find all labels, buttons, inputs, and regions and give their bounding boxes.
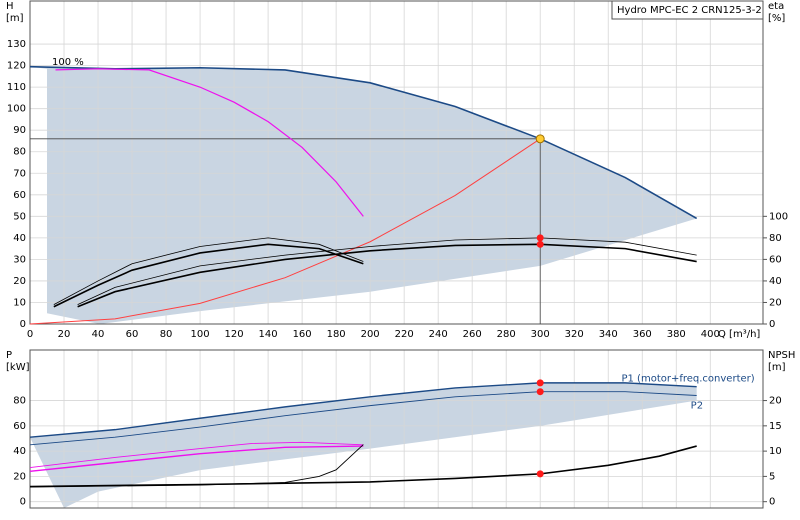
y-tick-label: 90 (13, 125, 26, 136)
x-tick-label: 200 (361, 329, 380, 340)
y2-tick-label: 5 (769, 471, 775, 482)
duty-point (535, 134, 545, 144)
x-tick-label: 340 (599, 329, 618, 340)
y2-tick-label: 20 (769, 396, 782, 407)
curve (53, 243, 364, 308)
y2-tick-label: 40 (769, 276, 782, 287)
plot-frame (29, 0, 764, 325)
x-tick-label: 220 (395, 329, 414, 340)
curve (29, 138, 541, 325)
curve (29, 444, 364, 488)
x-tick-label: 380 (667, 329, 686, 340)
y2-tick-label: 20 (769, 297, 782, 308)
y-tick-label: 20 (13, 276, 26, 287)
y-tick-label: 40 (13, 446, 26, 457)
x-tick-label: 280 (497, 329, 516, 340)
y-tick-label: 60 (13, 421, 26, 432)
plot-frame (29, 349, 764, 509)
y-axis-label: [m] (6, 13, 24, 24)
y2-axis-label: [m] (768, 362, 786, 373)
y-axis-label: H (6, 1, 14, 12)
y-tick-label: 110 (7, 82, 26, 93)
x-tick-label: 260 (463, 329, 482, 340)
y-tick-label: 130 (7, 39, 26, 50)
y-axis-label: P (6, 350, 12, 361)
x-tick-label: 180 (327, 329, 346, 340)
y-tick-label: 0 (20, 497, 26, 508)
operating-range (30, 66, 697, 324)
x-tick-label: 40 (92, 329, 105, 340)
curve (29, 65, 698, 220)
point (536, 240, 544, 248)
x-tick-label: 160 (293, 329, 312, 340)
x-axis-label: Q [m³/h] (718, 329, 760, 340)
curve (55, 68, 364, 217)
curve-label: P1 (motor+freq.converter) (621, 374, 754, 385)
y2-tick-label: 15 (769, 421, 782, 432)
y2-tick-label: 10 (769, 446, 782, 457)
y2-tick-label: 0 (769, 497, 775, 508)
curve (77, 243, 697, 308)
x-tick-label: 60 (126, 329, 139, 340)
x-tick-label: 80 (160, 329, 173, 340)
y-tick-label: 0 (20, 319, 26, 330)
y2-tick-label: 100 (769, 211, 788, 222)
y2-axis-label: [%] (768, 13, 785, 24)
y-tick-label: 10 (13, 297, 26, 308)
operating-range (30, 382, 697, 508)
y2-axis-label: NPSH (768, 350, 795, 361)
y-tick-label: 100 (7, 104, 26, 115)
y-tick-label: 30 (13, 254, 26, 265)
y2-tick-label: 80 (769, 233, 782, 244)
curve (29, 445, 364, 473)
curve (29, 441, 364, 468)
chart-title: Hydro MPC-EC 2 CRN125-3-2 (617, 5, 762, 16)
curve (29, 382, 697, 438)
y-tick-label: 80 (13, 147, 26, 158)
y-tick-label: 40 (13, 233, 26, 244)
curve (53, 237, 364, 305)
y-tick-label: 80 (13, 396, 26, 407)
x-tick-label: 400 (701, 329, 720, 340)
y2-tick-label: 60 (769, 254, 782, 265)
y-tick-label: 50 (13, 211, 26, 222)
x-tick-label: 100 (191, 329, 210, 340)
point (536, 470, 544, 478)
point (536, 379, 544, 387)
y-tick-label: 60 (13, 190, 26, 201)
curve (77, 237, 697, 305)
title-box (611, 0, 764, 20)
x-tick-label: 240 (429, 329, 448, 340)
y-tick-label: 20 (13, 471, 26, 482)
x-tick-label: 320 (565, 329, 584, 340)
x-tick-label: 140 (259, 329, 278, 340)
y-tick-label: 120 (7, 61, 26, 72)
curve-label: P2 (691, 401, 703, 412)
x-tick-label: 20 (58, 329, 71, 340)
x-tick-label: 300 (531, 329, 550, 340)
curve (29, 391, 697, 446)
x-tick-label: 0 (27, 329, 33, 340)
x-tick-label: 360 (633, 329, 652, 340)
y-tick-label: 70 (13, 168, 26, 179)
point (536, 388, 544, 396)
point (536, 234, 544, 242)
y-axis-label: [kW] (6, 362, 30, 373)
x-tick-label: 120 (225, 329, 244, 340)
y2-axis-label: eta (768, 1, 784, 12)
annotation: 100 % (52, 57, 84, 68)
y2-tick-label: 0 (769, 319, 775, 330)
